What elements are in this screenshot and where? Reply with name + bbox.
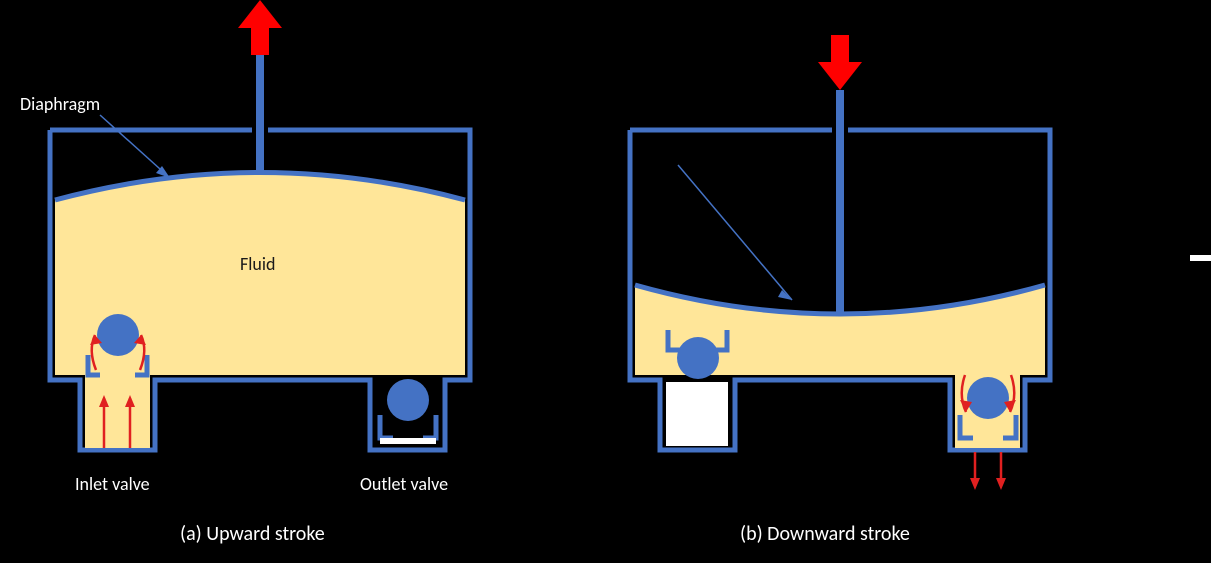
edge-artifact xyxy=(1190,255,1211,261)
force-arrow-down xyxy=(818,35,862,90)
pump-diagram: Diaphragm Fluid Inlet xyxy=(0,0,1211,563)
fluid-label: Fluid xyxy=(240,253,275,275)
diaphragm-pointer-left xyxy=(100,115,170,178)
ball-icon xyxy=(387,379,429,421)
panel-downward-stroke: (b) Downward stroke xyxy=(630,35,1050,546)
piston-rod-left xyxy=(256,50,264,174)
ball-icon xyxy=(677,337,719,379)
caption-upward: (a) Upward stroke xyxy=(180,522,325,546)
ball-icon xyxy=(97,314,139,356)
outlet-valve-label-left: Outlet valve xyxy=(360,473,448,495)
outlet-valve-left xyxy=(380,379,436,444)
inlet-valve-label-left: Inlet valve xyxy=(75,473,150,495)
ball-icon xyxy=(967,377,1009,419)
fluid-fill-left-inlet xyxy=(85,375,150,448)
piston-rod-right xyxy=(836,90,844,312)
diaphragm-label-left: Diaphragm xyxy=(20,93,100,115)
panel-upward-stroke: Diaphragm Fluid Inlet xyxy=(20,0,470,546)
caption-downward: (b) Downward stroke xyxy=(740,522,910,546)
diaphragm-pointer-right xyxy=(678,165,792,300)
force-arrow-up xyxy=(238,0,282,55)
